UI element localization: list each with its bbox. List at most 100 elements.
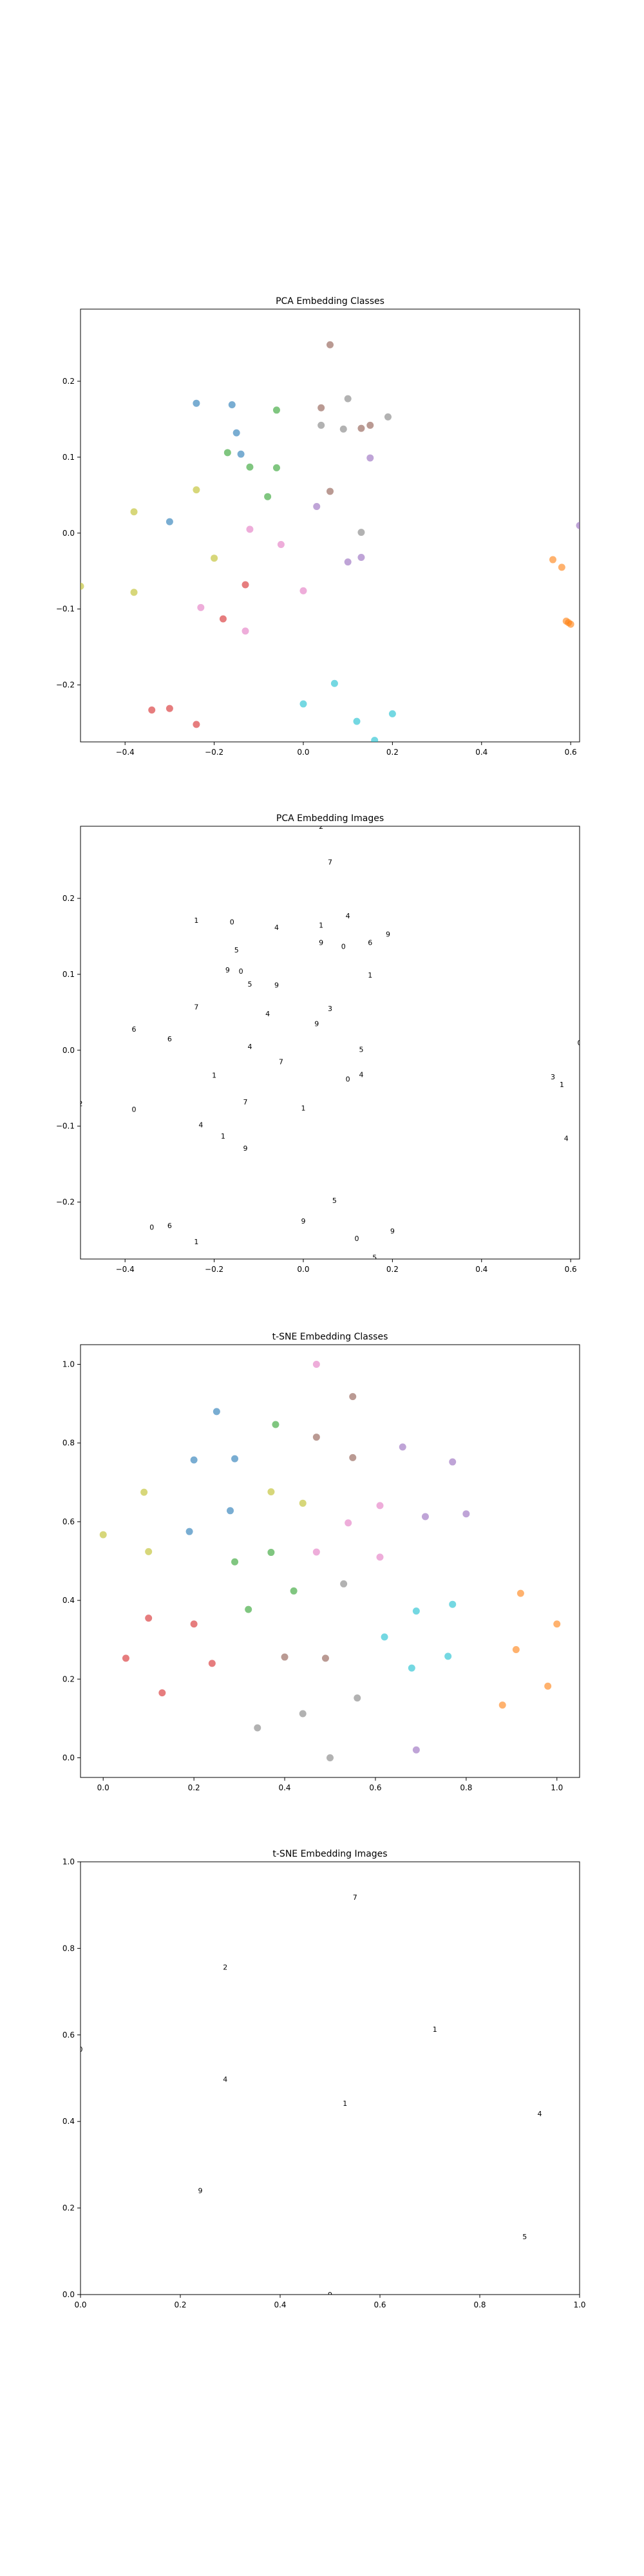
digit-thumbnail: 4 bbox=[265, 1010, 270, 1018]
scatter-point bbox=[145, 1548, 153, 1555]
x-tick-label: 0.6 bbox=[565, 1265, 577, 1274]
scatter-point bbox=[339, 425, 347, 433]
marker-layer bbox=[99, 1361, 561, 1761]
x-tick-label: 0.0 bbox=[74, 2300, 86, 2309]
panel-title: PCA Embedding Classes bbox=[276, 296, 384, 307]
y-tick-label: −0.2 bbox=[56, 681, 75, 690]
scatter-point bbox=[246, 463, 254, 471]
scatter-point bbox=[357, 529, 365, 536]
scatter-point bbox=[376, 1502, 384, 1510]
scatter-point bbox=[354, 1694, 361, 1702]
axes-frame bbox=[80, 1861, 580, 2295]
scatter-point bbox=[312, 1548, 320, 1556]
digit-thumbnail: 7 bbox=[243, 1098, 248, 1106]
scatter-point bbox=[462, 1510, 470, 1518]
y-tick-label: 0.2 bbox=[62, 377, 75, 386]
scatter-point bbox=[237, 450, 245, 458]
scatter-point bbox=[148, 706, 156, 714]
scatter-point bbox=[321, 1654, 329, 1662]
scatter-point bbox=[412, 1746, 420, 1754]
y-tick-label: 0.1 bbox=[62, 453, 75, 462]
scatter-point bbox=[272, 464, 280, 471]
scatter-point bbox=[232, 429, 240, 437]
digit-thumbnail: 0 bbox=[149, 1223, 154, 1231]
digit-thumbnail: 1 bbox=[301, 1104, 305, 1112]
scatter-point bbox=[190, 1620, 198, 1628]
scatter-point bbox=[388, 710, 396, 717]
y-tick-label: 0.6 bbox=[62, 1517, 75, 1526]
x-tick-label: −0.4 bbox=[116, 1265, 135, 1274]
scatter-point bbox=[357, 424, 365, 432]
y-tick-label: 0.4 bbox=[62, 2117, 75, 2126]
axes-frame bbox=[80, 826, 580, 1260]
scatter-point bbox=[254, 1724, 261, 1732]
x-tick-label: −0.2 bbox=[205, 748, 223, 757]
digit-thumbnail: 9 bbox=[314, 1020, 319, 1028]
scatter-point bbox=[327, 488, 334, 495]
digit-thumbnail: 2 bbox=[223, 1963, 227, 1971]
scatter-point bbox=[267, 1488, 275, 1495]
scatter-point bbox=[122, 1654, 129, 1662]
digit-thumbnail: 7 bbox=[279, 1057, 283, 1066]
scatter-point bbox=[130, 589, 138, 596]
y-tick-label: −0.2 bbox=[56, 1198, 75, 1207]
digit-thumbnail: 1 bbox=[368, 971, 372, 980]
scatter-point bbox=[245, 1605, 252, 1613]
digit-thumbnail: 0 bbox=[239, 967, 243, 976]
digit-thumbnail: 5 bbox=[522, 2233, 527, 2241]
scatter-point bbox=[140, 1488, 148, 1496]
panel-pca-classes: PCA Embedding Classes −0.4 −0.2 0.0 0.2 0.4 0… bbox=[56, 296, 580, 757]
digit-thumbnail: 3 bbox=[551, 1073, 555, 1081]
digit-thumbnail: 1 bbox=[343, 2099, 347, 2108]
plot-area: 0.0 0.2 0.4 0.6 0.8 1.0 0.0 0.2 0.4 0.6 0.8 1.0 7 2 1 0… bbox=[62, 1857, 586, 2309]
y-tick-label: 1.0 bbox=[62, 1360, 75, 1369]
x-tick-label: 0.2 bbox=[188, 1783, 200, 1792]
scatter-point bbox=[193, 486, 200, 494]
digit-thumbnail: 9 bbox=[328, 2291, 332, 2299]
scatter-point bbox=[327, 1754, 334, 1761]
digit-thumbnail: 3 bbox=[328, 1005, 332, 1013]
x-tick-label: 0.4 bbox=[475, 748, 488, 757]
scatter-point bbox=[213, 1408, 220, 1416]
digit-thumbnail: 4 bbox=[274, 923, 279, 932]
digit-thumbnail: 1 bbox=[433, 2025, 437, 2034]
scatter-point bbox=[384, 413, 392, 421]
scatter-point bbox=[299, 587, 307, 594]
scatter-point bbox=[399, 1443, 406, 1451]
digit-thumbnail: 1 bbox=[212, 1072, 216, 1080]
marker-layer: 7 2 1 0 4 1 4 9 5 9 bbox=[80, 1893, 542, 2299]
panel-title: t-SNE Embedding Images bbox=[272, 1849, 387, 1859]
scatter-point bbox=[246, 526, 254, 533]
y-tick-label: 0.2 bbox=[62, 2204, 75, 2213]
digit-thumbnail: 0 bbox=[578, 1039, 582, 1047]
digit-thumbnail: 6 bbox=[368, 938, 372, 947]
digit-thumbnail: 1 bbox=[319, 921, 323, 929]
scatter-point bbox=[330, 679, 338, 687]
scatter-point bbox=[381, 1633, 388, 1641]
digit-thumbnail: 5 bbox=[332, 1197, 337, 1205]
scatter-point bbox=[317, 404, 325, 412]
x-tick-label: 0.6 bbox=[369, 1783, 381, 1792]
scatter-point bbox=[185, 1528, 193, 1535]
digit-thumbnail: 0 bbox=[230, 918, 234, 927]
x-tick-label: 0.8 bbox=[473, 2300, 486, 2309]
scatter-point bbox=[345, 1519, 352, 1527]
scatter-point bbox=[349, 1393, 357, 1401]
scatter-point bbox=[211, 554, 218, 562]
digit-thumbnail: 6 bbox=[167, 1222, 172, 1230]
digit-thumbnail: 4 bbox=[564, 1135, 569, 1143]
x-tick-label: 1.0 bbox=[573, 2300, 585, 2309]
scatter-point bbox=[512, 1645, 520, 1653]
x-tick-label: 0.0 bbox=[297, 748, 309, 757]
x-tick-label: 0.6 bbox=[565, 748, 577, 757]
x-tick-label: 0.6 bbox=[374, 2300, 386, 2309]
panel-tsne-classes: t-SNE Embedding Classes 0.0 0.2 0.4 0.6 0.8 1… bbox=[62, 1332, 580, 1792]
scatter-point bbox=[376, 1553, 384, 1561]
scatter-point bbox=[208, 1660, 216, 1667]
scatter-point bbox=[340, 1580, 348, 1587]
scatter-point bbox=[558, 564, 565, 571]
scatter-point bbox=[327, 341, 334, 348]
digit-thumbnail: 0 bbox=[132, 1106, 137, 1114]
x-tick-label: 0.4 bbox=[475, 1265, 488, 1274]
